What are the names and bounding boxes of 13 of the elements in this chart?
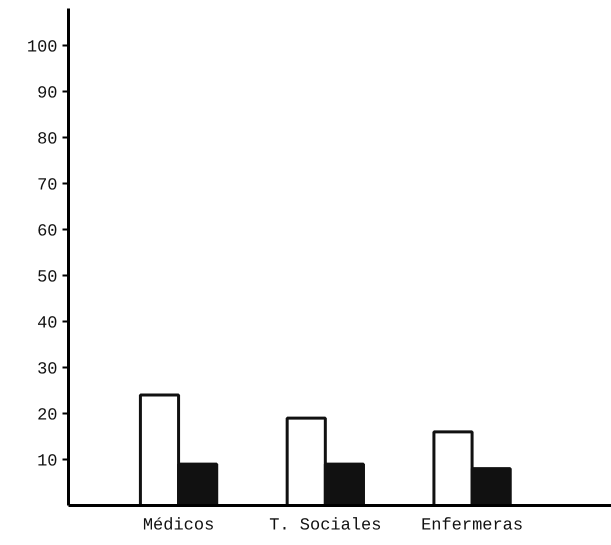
y-tick-label: 80 — [37, 130, 58, 150]
y-tick-label: 50 — [37, 268, 58, 288]
y-tick-label: 10 — [37, 452, 58, 472]
y-tick-label: 60 — [37, 222, 58, 242]
x-tick-label: Médicos — [142, 516, 214, 536]
y-tick-label: 30 — [37, 360, 58, 380]
y-tick-label: 70 — [37, 176, 58, 196]
y-tick-label: 40 — [37, 314, 58, 334]
y-tick-label: 90 — [37, 84, 58, 104]
y-tick-label: 100 — [26, 38, 58, 58]
x-tick-label: T. Sociales — [269, 516, 382, 536]
x-tick-label: Enfermeras — [421, 516, 524, 536]
y-tick-label: 20 — [37, 406, 58, 426]
